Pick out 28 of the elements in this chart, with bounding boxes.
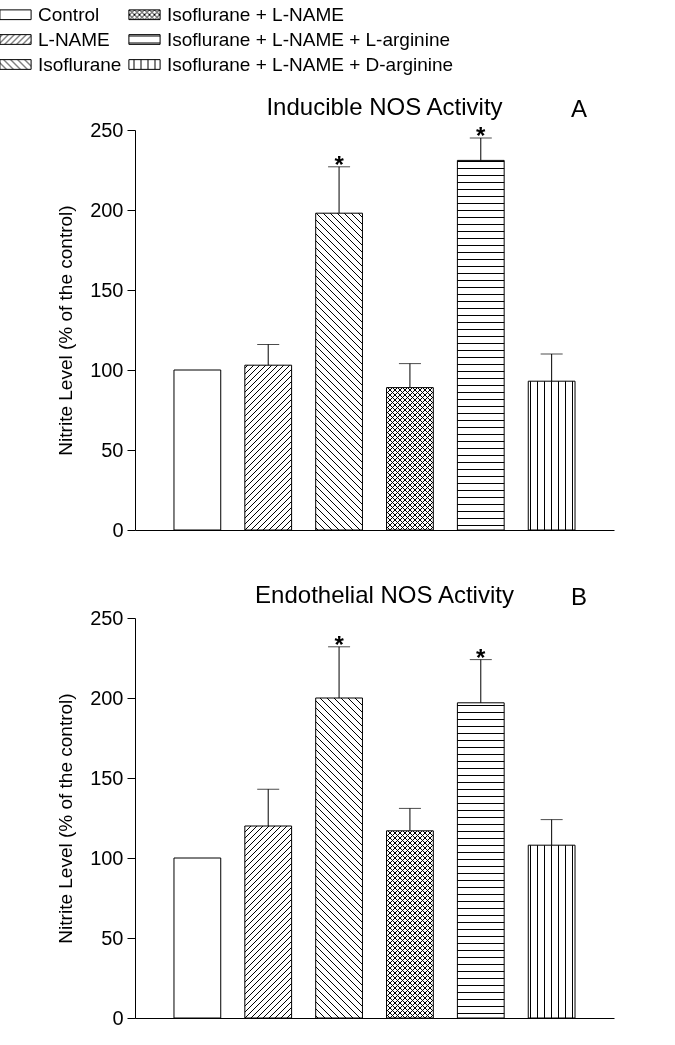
y-tick-label: 250 <box>90 118 124 141</box>
y-tick-label: 200 <box>90 198 124 221</box>
y-tick-label: 150 <box>90 766 124 789</box>
legend-label: L-NAME <box>38 28 110 50</box>
annotation: * <box>476 643 487 671</box>
chart-title: Inducible NOS Activity <box>266 93 503 120</box>
text: B <box>570 583 588 610</box>
annotation: * <box>476 122 487 149</box>
legend-label: Isoflurane + L-NAME <box>167 3 344 25</box>
y-tick-label: 0 <box>112 1006 124 1029</box>
annotation: * <box>334 630 345 658</box>
legend-label: Isoflurane + L-NAME + L-arginine <box>167 28 451 50</box>
y-tick-label: 150 <box>90 278 124 301</box>
y-tick-label: 50 <box>101 438 124 461</box>
y-tick-label: 200 <box>90 686 124 709</box>
y-tick-label: 0 <box>112 518 124 541</box>
y-axis-title: Nitrite Level (% of the control) <box>55 205 77 456</box>
y-tick-label: 100 <box>90 846 124 869</box>
y-tick-label: 50 <box>101 926 124 949</box>
y-tick-label: 250 <box>90 606 124 629</box>
y-axis-title: Nitrite Level (% of the control) <box>55 693 77 944</box>
legend-label: Isoflurane <box>38 53 122 75</box>
chart-title: Endothelial NOS Activity <box>255 581 514 608</box>
legend-label: Control <box>38 3 100 25</box>
annotation: * <box>334 150 345 178</box>
y-tick-label: 100 <box>90 358 124 381</box>
legend-label: Isoflurane + L-NAME + D-arginine <box>167 53 454 75</box>
text: A <box>570 95 588 122</box>
